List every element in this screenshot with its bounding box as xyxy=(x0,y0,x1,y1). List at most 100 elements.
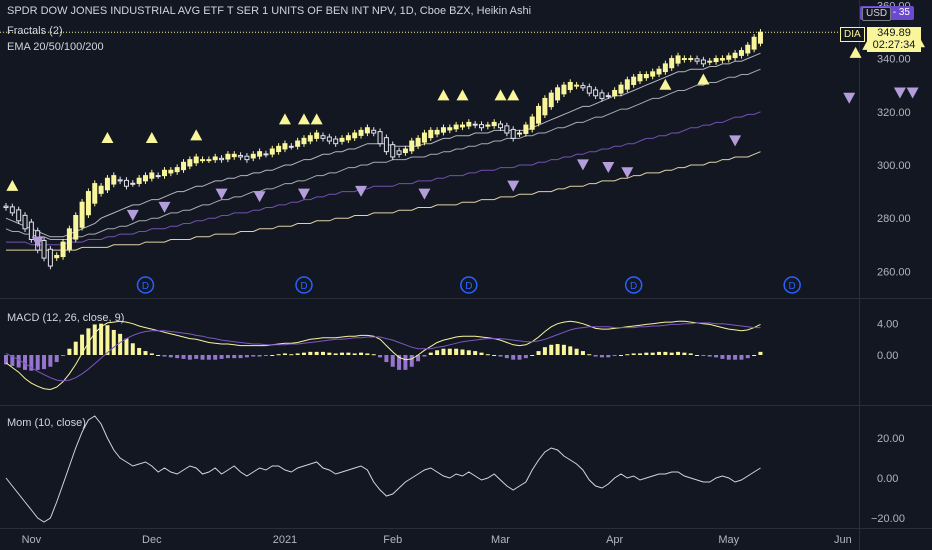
candle-body xyxy=(548,92,554,108)
candle-body xyxy=(421,132,427,143)
macd-histogram-bar xyxy=(530,355,535,356)
candle-body xyxy=(111,175,117,185)
candle-body xyxy=(200,159,206,162)
macd-histogram-bar xyxy=(263,355,268,356)
indicator-ema-label[interactable]: EMA 20/50/100/200 xyxy=(7,41,104,53)
candle-body xyxy=(593,89,599,97)
macd-histogram-bar xyxy=(397,355,402,370)
macd-histogram-bar xyxy=(644,352,649,355)
candle-body xyxy=(745,44,751,54)
time-tick-label: May xyxy=(718,534,739,546)
candle-body xyxy=(586,86,592,94)
price-axis-border xyxy=(859,0,860,550)
candle-body xyxy=(212,156,218,161)
candle-body xyxy=(517,132,523,135)
dividend-marker xyxy=(460,276,478,294)
momentum-tick-label: −20.00 xyxy=(871,513,905,525)
signal-line xyxy=(5,322,761,382)
macd-histogram-bar xyxy=(42,355,47,370)
candle-body xyxy=(707,60,713,63)
fractal-down-marker xyxy=(906,87,919,99)
fractal-down-marker xyxy=(843,92,856,104)
macd-histogram-bar xyxy=(257,355,262,357)
candle-body xyxy=(402,148,408,154)
indicator-fractals-label[interactable]: Fractals (2) xyxy=(7,25,63,37)
time-tick-label: Mar xyxy=(491,534,510,546)
price-tick-label: 320.00 xyxy=(877,107,911,119)
macd-histogram-bar xyxy=(561,344,566,355)
fractal-up-marker xyxy=(310,113,323,125)
dividend-markers[interactable]: DDDDDD xyxy=(136,276,932,294)
candle-body xyxy=(225,153,231,160)
candle-body xyxy=(434,129,440,135)
candle-body xyxy=(612,89,618,97)
ema100-line xyxy=(6,111,761,246)
candle-body xyxy=(732,52,738,59)
chart-title: SPDR DOW JONES INDUSTRIAL AVG ETF T SER … xyxy=(7,5,532,17)
macd-histogram-bar xyxy=(422,355,427,357)
fractal-down-marker xyxy=(158,201,171,213)
candle-body xyxy=(307,135,313,142)
candle-body xyxy=(181,161,187,171)
candle-body xyxy=(669,58,675,69)
candle-body xyxy=(618,84,624,94)
fractal-up-marker xyxy=(697,73,710,85)
macd-label[interactable]: MACD (12, 26, close, 9) xyxy=(7,312,125,324)
macd-histogram-bar xyxy=(118,333,123,355)
macd-histogram-bar xyxy=(105,325,110,355)
macd-histogram-bar xyxy=(149,353,154,355)
macd-histogram-bar xyxy=(676,351,681,355)
macd-histogram-bar xyxy=(574,348,579,355)
macd-histogram-bar xyxy=(618,355,623,356)
candle-body xyxy=(295,140,301,147)
candle-body xyxy=(238,154,244,158)
fractal-up-marker xyxy=(437,89,450,101)
candle-body xyxy=(688,58,694,61)
candle-body xyxy=(383,137,389,153)
macd-histogram-bar xyxy=(314,351,319,355)
macd-histogram-bar xyxy=(428,352,433,355)
macd-histogram-bar xyxy=(251,355,256,357)
candle-body xyxy=(73,215,79,240)
candle-body xyxy=(662,63,668,73)
macd-histogram-bar xyxy=(352,353,357,355)
candle-body xyxy=(174,167,180,173)
candle-body xyxy=(263,153,269,156)
macd-histogram-bar xyxy=(587,354,592,356)
candle-body xyxy=(504,125,510,134)
candle-body xyxy=(66,228,72,250)
bar-countdown: 02:27:34 xyxy=(872,39,916,51)
candle-body xyxy=(726,55,732,60)
macd-histogram-bar xyxy=(346,352,351,355)
candle-body xyxy=(219,157,225,161)
macd-histogram-bar xyxy=(536,351,541,355)
macd-histogram-bar xyxy=(568,346,573,355)
macd-histogram-bar xyxy=(67,348,72,355)
macd-histogram-bar xyxy=(504,355,509,359)
candle-body xyxy=(326,136,332,142)
fractal-down-marker xyxy=(253,191,266,203)
currency-button[interactable]: USD xyxy=(862,7,892,21)
candle-body xyxy=(250,153,256,159)
momentum-line xyxy=(5,415,761,523)
ema-lines xyxy=(5,52,761,251)
time-tick-label: Dec xyxy=(142,534,162,546)
candle-body xyxy=(757,31,763,44)
macd-histogram-bar xyxy=(371,354,376,356)
candle-body xyxy=(98,185,104,194)
candle-body xyxy=(54,254,60,259)
macd-histogram-bar xyxy=(213,355,218,360)
axes: 260.00280.00300.00320.00340.00360.004.00… xyxy=(22,0,911,546)
macd-tick-label: 0.00 xyxy=(877,350,898,362)
macd-histogram-bar xyxy=(523,355,528,359)
macd-histogram-bar xyxy=(720,355,725,359)
candle-body xyxy=(580,85,586,89)
fractal-down-marker xyxy=(297,188,310,200)
macd-histogram-bar xyxy=(327,352,332,355)
candle-body xyxy=(751,36,757,50)
momentum-label[interactable]: Mom (10, close) xyxy=(7,417,86,429)
macd-histogram-bar xyxy=(555,344,560,355)
macd-histogram-bar xyxy=(238,355,243,359)
fractal-down-marker xyxy=(355,185,368,197)
macd-histogram-bar xyxy=(321,351,325,355)
